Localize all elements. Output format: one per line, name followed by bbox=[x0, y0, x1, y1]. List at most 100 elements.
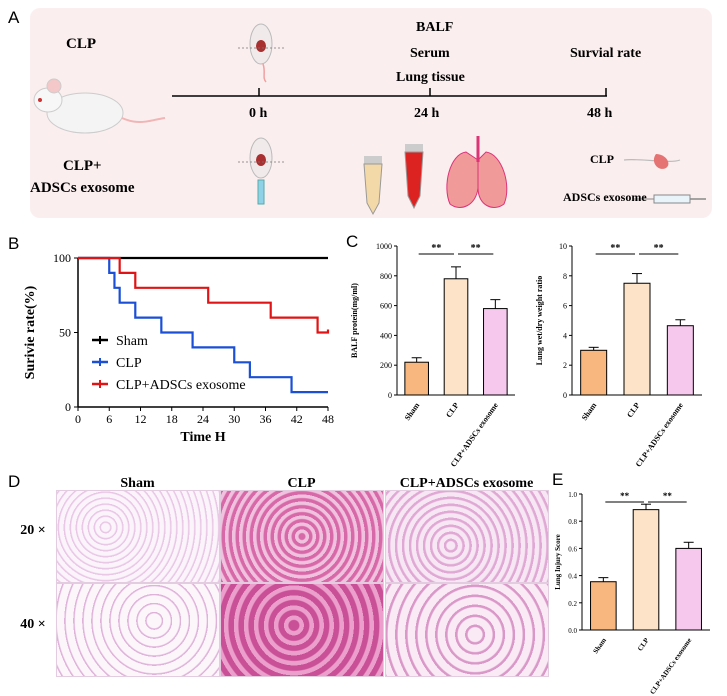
series-line-2 bbox=[78, 256, 330, 334]
x-tick-label: CLP bbox=[444, 401, 461, 419]
bar-2 bbox=[675, 547, 702, 631]
histology-image-sham-40x bbox=[56, 583, 220, 677]
x-tick-label: Sham bbox=[580, 401, 599, 422]
histology-row-40x: 40 × bbox=[20, 617, 46, 632]
y-tick-label: 0 bbox=[388, 391, 392, 400]
y-tick-label: 10 bbox=[559, 242, 567, 251]
histology-image-clp-20x bbox=[220, 490, 384, 583]
x-tick-label: CLP bbox=[636, 636, 651, 653]
series-line-1 bbox=[78, 256, 328, 394]
x-tick-label: 48 bbox=[322, 412, 334, 426]
bar-0 bbox=[580, 349, 608, 396]
y-tick-label: 4 bbox=[563, 331, 567, 340]
panel-label-e: E bbox=[552, 470, 564, 489]
histology-col-sham: Sham bbox=[120, 476, 155, 491]
y-tick-label: 8 bbox=[563, 272, 567, 281]
y-tick-label: 600 bbox=[380, 302, 392, 311]
timepoint-48h: 48 h bbox=[587, 106, 613, 121]
y-tick-label: 0.6 bbox=[568, 545, 577, 553]
panel-label-c: C bbox=[346, 232, 359, 251]
lung-tissue-label: Lung tissue bbox=[396, 70, 465, 85]
histology-image-clp-40x bbox=[220, 583, 384, 677]
x-tick-label: CLP+ADSCs exosome bbox=[648, 637, 693, 696]
clp-label: CLP bbox=[66, 36, 96, 52]
x-tick-label: 30 bbox=[228, 412, 240, 426]
bar-0 bbox=[590, 581, 617, 631]
balf-label: BALF bbox=[416, 20, 454, 35]
x-tick-label: 18 bbox=[166, 412, 178, 426]
survival-rate-label: Survial rate bbox=[570, 46, 642, 61]
y-axis-label: Surivie rate(%) bbox=[23, 285, 38, 379]
y-tick-label: 200 bbox=[380, 361, 392, 370]
histology-col-clp-exosome: CLP+ADSCs exosome bbox=[399, 476, 534, 491]
panel-label-b: B bbox=[8, 234, 20, 253]
y-tick-label: 0 bbox=[65, 400, 71, 414]
x-tick-label: 0 bbox=[75, 412, 81, 426]
clp-adscs-label-1: CLP+ bbox=[63, 158, 102, 174]
y-axis-label: Lung wet/dry weight ratio bbox=[535, 276, 544, 366]
y-tick-label: 0.8 bbox=[568, 518, 577, 526]
lung-injury-chart: 0.0 0.2 0.4 0.6 0.8 1.0 Lung Injury Score Sham C… bbox=[554, 491, 710, 696]
y-tick-label: 400 bbox=[380, 331, 392, 340]
syringe-icon bbox=[634, 194, 706, 204]
bar-0 bbox=[404, 361, 429, 396]
timepoint-0h: 0 h bbox=[249, 106, 268, 121]
y-tick-label: 6 bbox=[563, 302, 567, 311]
significance-label: ** bbox=[654, 243, 664, 254]
x-tick-label: CLP bbox=[625, 401, 642, 419]
x-tick-label: 24 bbox=[197, 412, 209, 426]
clp-adscs-label-2: ADSCs exosome bbox=[30, 180, 135, 196]
significance-label: ** bbox=[610, 243, 620, 254]
serum-label: Serum bbox=[410, 46, 450, 61]
y-tick-label: 1.0 bbox=[568, 491, 577, 499]
legend-clp-label: CLP bbox=[590, 152, 614, 166]
mouse-icon bbox=[33, 78, 166, 134]
histology-image-exosome-20x bbox=[385, 490, 549, 583]
bar-1 bbox=[632, 509, 660, 631]
lungs-icon bbox=[446, 136, 508, 208]
histology-image-exosome-40x bbox=[385, 583, 549, 677]
y-axis-label: BALF protein(mg/ml) bbox=[350, 283, 359, 358]
bar-1 bbox=[623, 282, 651, 396]
bar-1 bbox=[443, 278, 469, 396]
histology-col-clp: CLP bbox=[287, 476, 316, 491]
legend-label: Sham bbox=[116, 334, 148, 349]
legend-exosome-label: ADSCs exosome bbox=[563, 190, 647, 204]
y-tick-label: 0.4 bbox=[568, 573, 577, 581]
significance-label: ** bbox=[431, 243, 441, 254]
significance-label: ** bbox=[663, 491, 673, 501]
y-tick-label: 1000 bbox=[376, 242, 392, 251]
significance-label: ** bbox=[620, 491, 630, 501]
wet-dry-ratio-chart: 0 2 4 6 8 10 Lung wet/dry weight ratio Sham CLPC… bbox=[535, 242, 702, 468]
panel-label-d: D bbox=[8, 472, 21, 491]
y-tick-label: 0.0 bbox=[568, 627, 577, 635]
x-tick-label: Sham bbox=[592, 636, 608, 655]
timeline-graphics bbox=[33, 23, 706, 216]
y-axis-label: Lung Injury Score bbox=[554, 534, 562, 590]
x-tick-label: 36 bbox=[260, 412, 272, 426]
y-tick-label: 100 bbox=[53, 251, 71, 265]
y-tick-label: 2 bbox=[563, 361, 567, 370]
legend-label: CLP+ADSCs exosome bbox=[116, 378, 246, 393]
tube-icon bbox=[404, 144, 424, 210]
bar-2 bbox=[666, 325, 694, 396]
histology-image-sham-20x bbox=[56, 490, 220, 583]
balf-protein-chart: 0 200 400 600 800 1000 BALF protein(mg/ml) Sham… bbox=[350, 242, 515, 468]
x-tick-label: 6 bbox=[106, 412, 112, 426]
x-tick-label: 42 bbox=[291, 412, 303, 426]
x-axis-label: Time H bbox=[180, 430, 225, 445]
y-tick-label: 50 bbox=[59, 326, 71, 340]
x-tick-label: 12 bbox=[135, 412, 147, 426]
y-tick-label: 800 bbox=[380, 272, 392, 281]
x-tick-label: CLP+ADSCs exosome bbox=[634, 401, 685, 468]
x-tick-label: Sham bbox=[403, 401, 422, 422]
timepoint-24h: 24 h bbox=[414, 106, 440, 121]
histology-row-20x: 20 × bbox=[20, 523, 46, 538]
y-tick-label: 0 bbox=[563, 391, 567, 400]
significance-label: ** bbox=[471, 243, 481, 254]
bar-2 bbox=[483, 308, 508, 396]
panel-label-a: A bbox=[8, 8, 20, 27]
survival-chart: 0 6 12 18 24 30 36 42 48 0 50 100 Time H Surivie rate… bbox=[23, 251, 334, 445]
mouse-supine-icon bbox=[238, 137, 284, 205]
